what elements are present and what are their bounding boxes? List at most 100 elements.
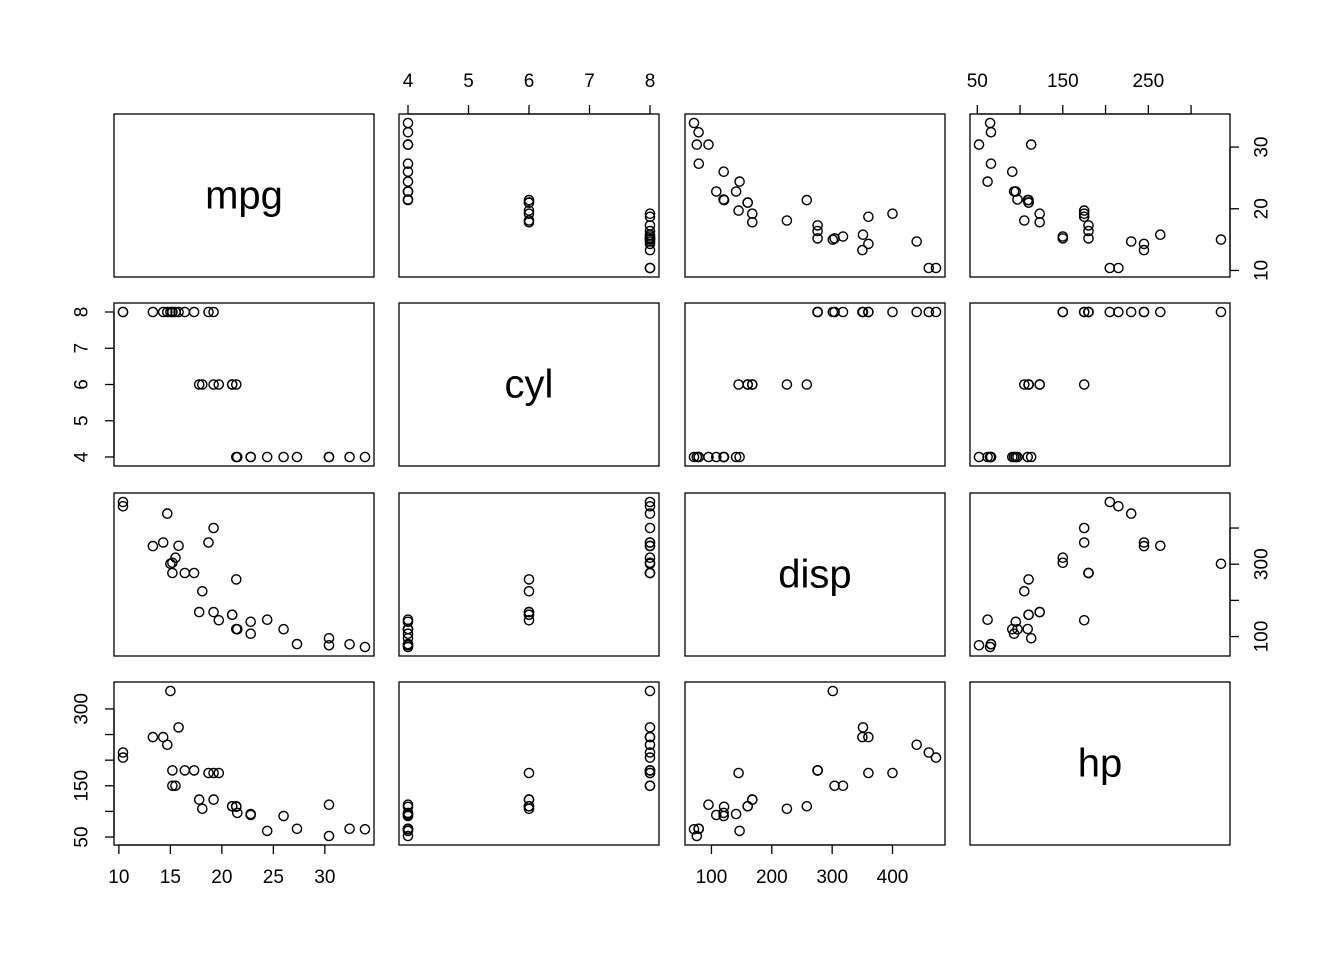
- point-hp-vs-mpg-14: [167, 765, 178, 776]
- point-cyl-vs-disp-8: [734, 451, 745, 463]
- point-mpg-vs-disp-11: [747, 216, 758, 228]
- point-mpg-vs-disp-28: [703, 139, 714, 150]
- point-mpg-vs-disp-8: [734, 176, 745, 187]
- point-disp-vs-mpg-5: [203, 537, 214, 548]
- point-hp-vs-disp-7: [863, 731, 874, 743]
- point-cyl-vs-disp-20: [688, 451, 700, 463]
- point-hp-vs-cyl-26: [402, 823, 414, 835]
- point-cyl-vs-hp-4: [1023, 379, 1034, 390]
- point-disp-vs-mpg-24: [147, 540, 159, 552]
- point-cyl-vs-mpg-25: [208, 306, 219, 318]
- point-cyl-vs-disp-31: [827, 306, 839, 318]
- point-cyl-vs-disp-30: [733, 379, 744, 390]
- panel-frame-cyl-cyl: [398, 302, 660, 467]
- point-mpg-vs-disp-5: [863, 211, 874, 223]
- top-tick-label-hp-250: 250: [1132, 71, 1164, 92]
- point-disp-vs-cyl-3: [402, 628, 414, 640]
- point-cyl-vs-hp-16: [1113, 306, 1124, 318]
- point-disp-vs-hp-6: [1019, 586, 1030, 597]
- point-hp-vs-cyl-23: [644, 780, 656, 792]
- point-mpg-vs-hp-11: [1034, 216, 1045, 228]
- point-mpg-vs-disp-32: [718, 194, 730, 206]
- right-tick-label-disp-100: 100: [1252, 621, 1273, 653]
- point-disp-vs-cyl-14: [644, 567, 656, 579]
- panel-frame-mpg-hp: [969, 113, 1231, 278]
- panel-frame-cyl-hp: [969, 302, 1231, 467]
- point-mpg-vs-hp-19: [973, 139, 985, 150]
- point-disp-vs-mpg-11: [193, 606, 205, 618]
- panel-frame-hp-mpg: [113, 681, 375, 846]
- point-disp-vs-hp-24: [1138, 540, 1150, 552]
- point-hp-vs-mpg-12: [179, 765, 191, 776]
- point-disp-vs-mpg-4: [230, 574, 242, 585]
- point-hp-vs-mpg-2: [226, 801, 238, 812]
- point-cyl-vs-disp-3: [711, 451, 722, 463]
- bottom-tick-label-disp-200: 200: [756, 867, 788, 888]
- right-tick-label-disp-300: 300: [1252, 548, 1273, 580]
- left-tick-label-cyl-4: 4: [72, 451, 93, 462]
- point-hp-vs-mpg-27: [278, 810, 289, 822]
- point-mpg-vs-hp-6: [1019, 215, 1030, 226]
- point-hp-vs-disp-3: [711, 809, 722, 821]
- point-mpg-vs-disp-12: [812, 225, 823, 237]
- point-hp-vs-disp-31: [827, 685, 839, 697]
- point-mpg-vs-cyl-16: [644, 262, 656, 274]
- point-mpg-vs-disp-31: [827, 234, 839, 245]
- top-tick-label-hp-150: 150: [1047, 71, 1079, 92]
- point-mpg-vs-cyl-4: [523, 194, 535, 206]
- point-disp-vs-mpg-30: [213, 615, 225, 626]
- point-hp-vs-disp-5: [863, 767, 874, 779]
- point-disp-vs-hp-5: [1078, 537, 1090, 548]
- point-mpg-vs-cyl-13: [644, 220, 656, 231]
- point-cyl-vs-mpg-8: [261, 451, 273, 463]
- point-cyl-vs-mpg-22: [170, 306, 181, 318]
- point-disp-vs-cyl-7: [644, 537, 656, 548]
- point-hp-vs-disp-6: [781, 803, 793, 815]
- point-hp-vs-disp-20: [688, 824, 700, 835]
- point-hp-vs-cyl-32: [402, 801, 414, 813]
- point-mpg-vs-disp-16: [923, 262, 935, 274]
- point-mpg-vs-disp-29: [857, 229, 869, 240]
- panel-frame-cyl-mpg: [113, 302, 375, 467]
- left-tick-label-cyl-6: 6: [72, 379, 93, 390]
- point-disp-vs-hp-32: [1022, 623, 1033, 635]
- diagonal-label-mpg: mpg: [205, 174, 283, 218]
- point-mpg-vs-disp-10: [747, 208, 758, 219]
- point-mpg-vs-disp-30: [733, 205, 744, 216]
- point-hp-vs-mpg-17: [161, 739, 173, 751]
- panel-frame-mpg-mpg: [113, 113, 375, 278]
- point-mpg-vs-hp-8: [982, 176, 993, 187]
- point-cyl-vs-disp-6: [781, 379, 793, 390]
- point-mpg-vs-hp-23: [1057, 233, 1069, 244]
- point-disp-vs-hp-14: [1083, 567, 1094, 579]
- point-disp-vs-hp-16: [1113, 500, 1124, 512]
- point-mpg-vs-hp-16: [1113, 262, 1124, 274]
- point-cyl-vs-disp-16: [923, 306, 935, 318]
- point-cyl-vs-hp-32: [1022, 451, 1033, 463]
- point-cyl-vs-hp-15: [1104, 306, 1116, 318]
- point-disp-vs-mpg-22: [170, 552, 181, 564]
- diagonal-label-cyl: cyl: [505, 363, 554, 407]
- point-cyl-vs-mpg-26: [291, 451, 303, 463]
- point-disp-vs-cyl-11: [523, 606, 535, 618]
- point-hp-vs-mpg-23: [167, 780, 178, 792]
- point-disp-vs-mpg-6: [196, 586, 208, 597]
- point-cyl-vs-mpg-28: [323, 451, 335, 463]
- point-disp-vs-mpg-8: [261, 614, 273, 626]
- point-cyl-vs-mpg-31: [165, 306, 176, 318]
- point-disp-vs-mpg-29: [173, 540, 184, 552]
- point-disp-vs-cyl-9: [402, 616, 414, 628]
- point-disp-vs-cyl-22: [644, 552, 656, 564]
- panel-frame-hp-hp: [969, 681, 1231, 846]
- right-tick-label-mpg-30: 30: [1252, 136, 1273, 157]
- point-cyl-vs-disp-29: [857, 306, 869, 318]
- top-tick-label-cyl-6: 6: [524, 71, 535, 92]
- point-mpg-vs-disp-19: [691, 139, 703, 150]
- point-cyl-vs-mpg-11: [193, 379, 205, 390]
- point-disp-vs-cyl-17: [644, 508, 656, 519]
- point-cyl-vs-disp-17: [911, 306, 923, 318]
- point-mpg-vs-hp-31: [1215, 234, 1227, 245]
- point-hp-vs-mpg-31: [165, 685, 176, 697]
- point-mpg-vs-cyl-30: [523, 205, 535, 216]
- point-hp-vs-mpg-29: [173, 722, 184, 733]
